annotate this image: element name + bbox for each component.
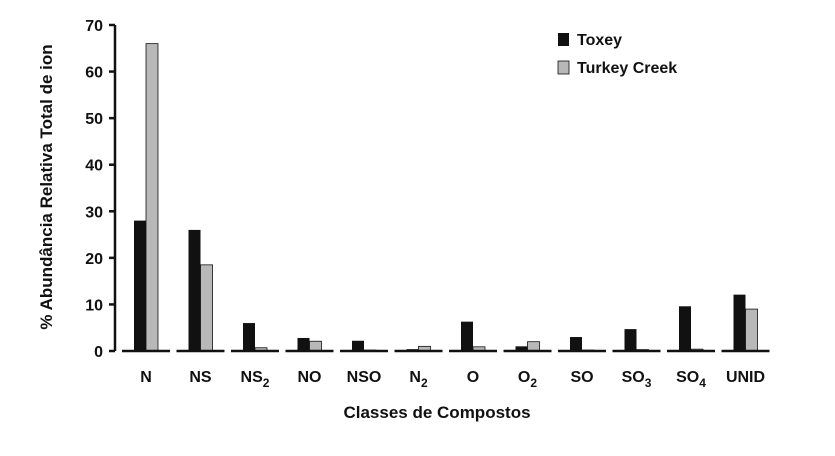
x-axis: N NS NS2 NO NSO N2 O O2 SO SO3 SO4 UNID [122, 349, 770, 390]
x-axis-title: Classes de Compostos [343, 403, 530, 422]
x-tick-label: O2 [518, 369, 537, 390]
bar-toxey [188, 229, 201, 351]
x-tick-label: SO [570, 369, 593, 386]
bar-toxey [243, 323, 255, 351]
bar-toxey [297, 337, 310, 351]
bar-toxey [570, 337, 582, 351]
y-tick-label: 20 [85, 251, 103, 268]
bar-turkey-creek [200, 264, 213, 352]
y-tick-label: 30 [85, 204, 103, 221]
y-axis-title: % Abundância Relativa Total de ion [37, 44, 56, 329]
legend-swatch [558, 33, 569, 46]
x-tick-label: NSO [347, 369, 382, 386]
y-tick-label: 60 [85, 65, 103, 82]
x-tick-label: O [467, 369, 479, 386]
bar-turkey-creek [309, 340, 322, 352]
bar-toxey [352, 340, 364, 351]
y-tick-label: 40 [85, 158, 103, 175]
bar-toxey [624, 329, 637, 351]
bars [134, 43, 758, 352]
x-tick-label: N2 [409, 369, 428, 390]
y-tick-label: 10 [85, 297, 103, 314]
bar-toxey [733, 294, 746, 351]
bar-turkey-creek [527, 341, 540, 352]
x-tick-label: NS [189, 369, 212, 386]
bar-turkey-creek [145, 43, 159, 352]
bar-toxey [134, 220, 146, 351]
x-tick-label: NS2 [241, 369, 270, 390]
x-tick-label: SO3 [622, 369, 652, 390]
legend: Toxey Turkey Creek [557, 32, 677, 77]
y-axis: 0 10 20 30 40 50 60 70 [85, 18, 117, 361]
y-tick-label: 0 [94, 344, 103, 361]
legend-label: Toxey [577, 32, 622, 49]
y-tick-label: 70 [85, 18, 103, 35]
y-tick-label: 50 [85, 111, 103, 128]
bar-toxey [461, 321, 473, 351]
x-tick-label: N [140, 369, 152, 386]
bar-turkey-creek [745, 308, 758, 352]
legend-label: Turkey Creek [577, 60, 677, 77]
bar-toxey [679, 306, 691, 351]
legend-swatch [557, 60, 570, 75]
bar-toxey [515, 346, 528, 351]
x-tick-label: NO [298, 369, 322, 386]
x-tick-label: UNID [726, 369, 765, 386]
x-tick-label: SO4 [676, 369, 706, 390]
